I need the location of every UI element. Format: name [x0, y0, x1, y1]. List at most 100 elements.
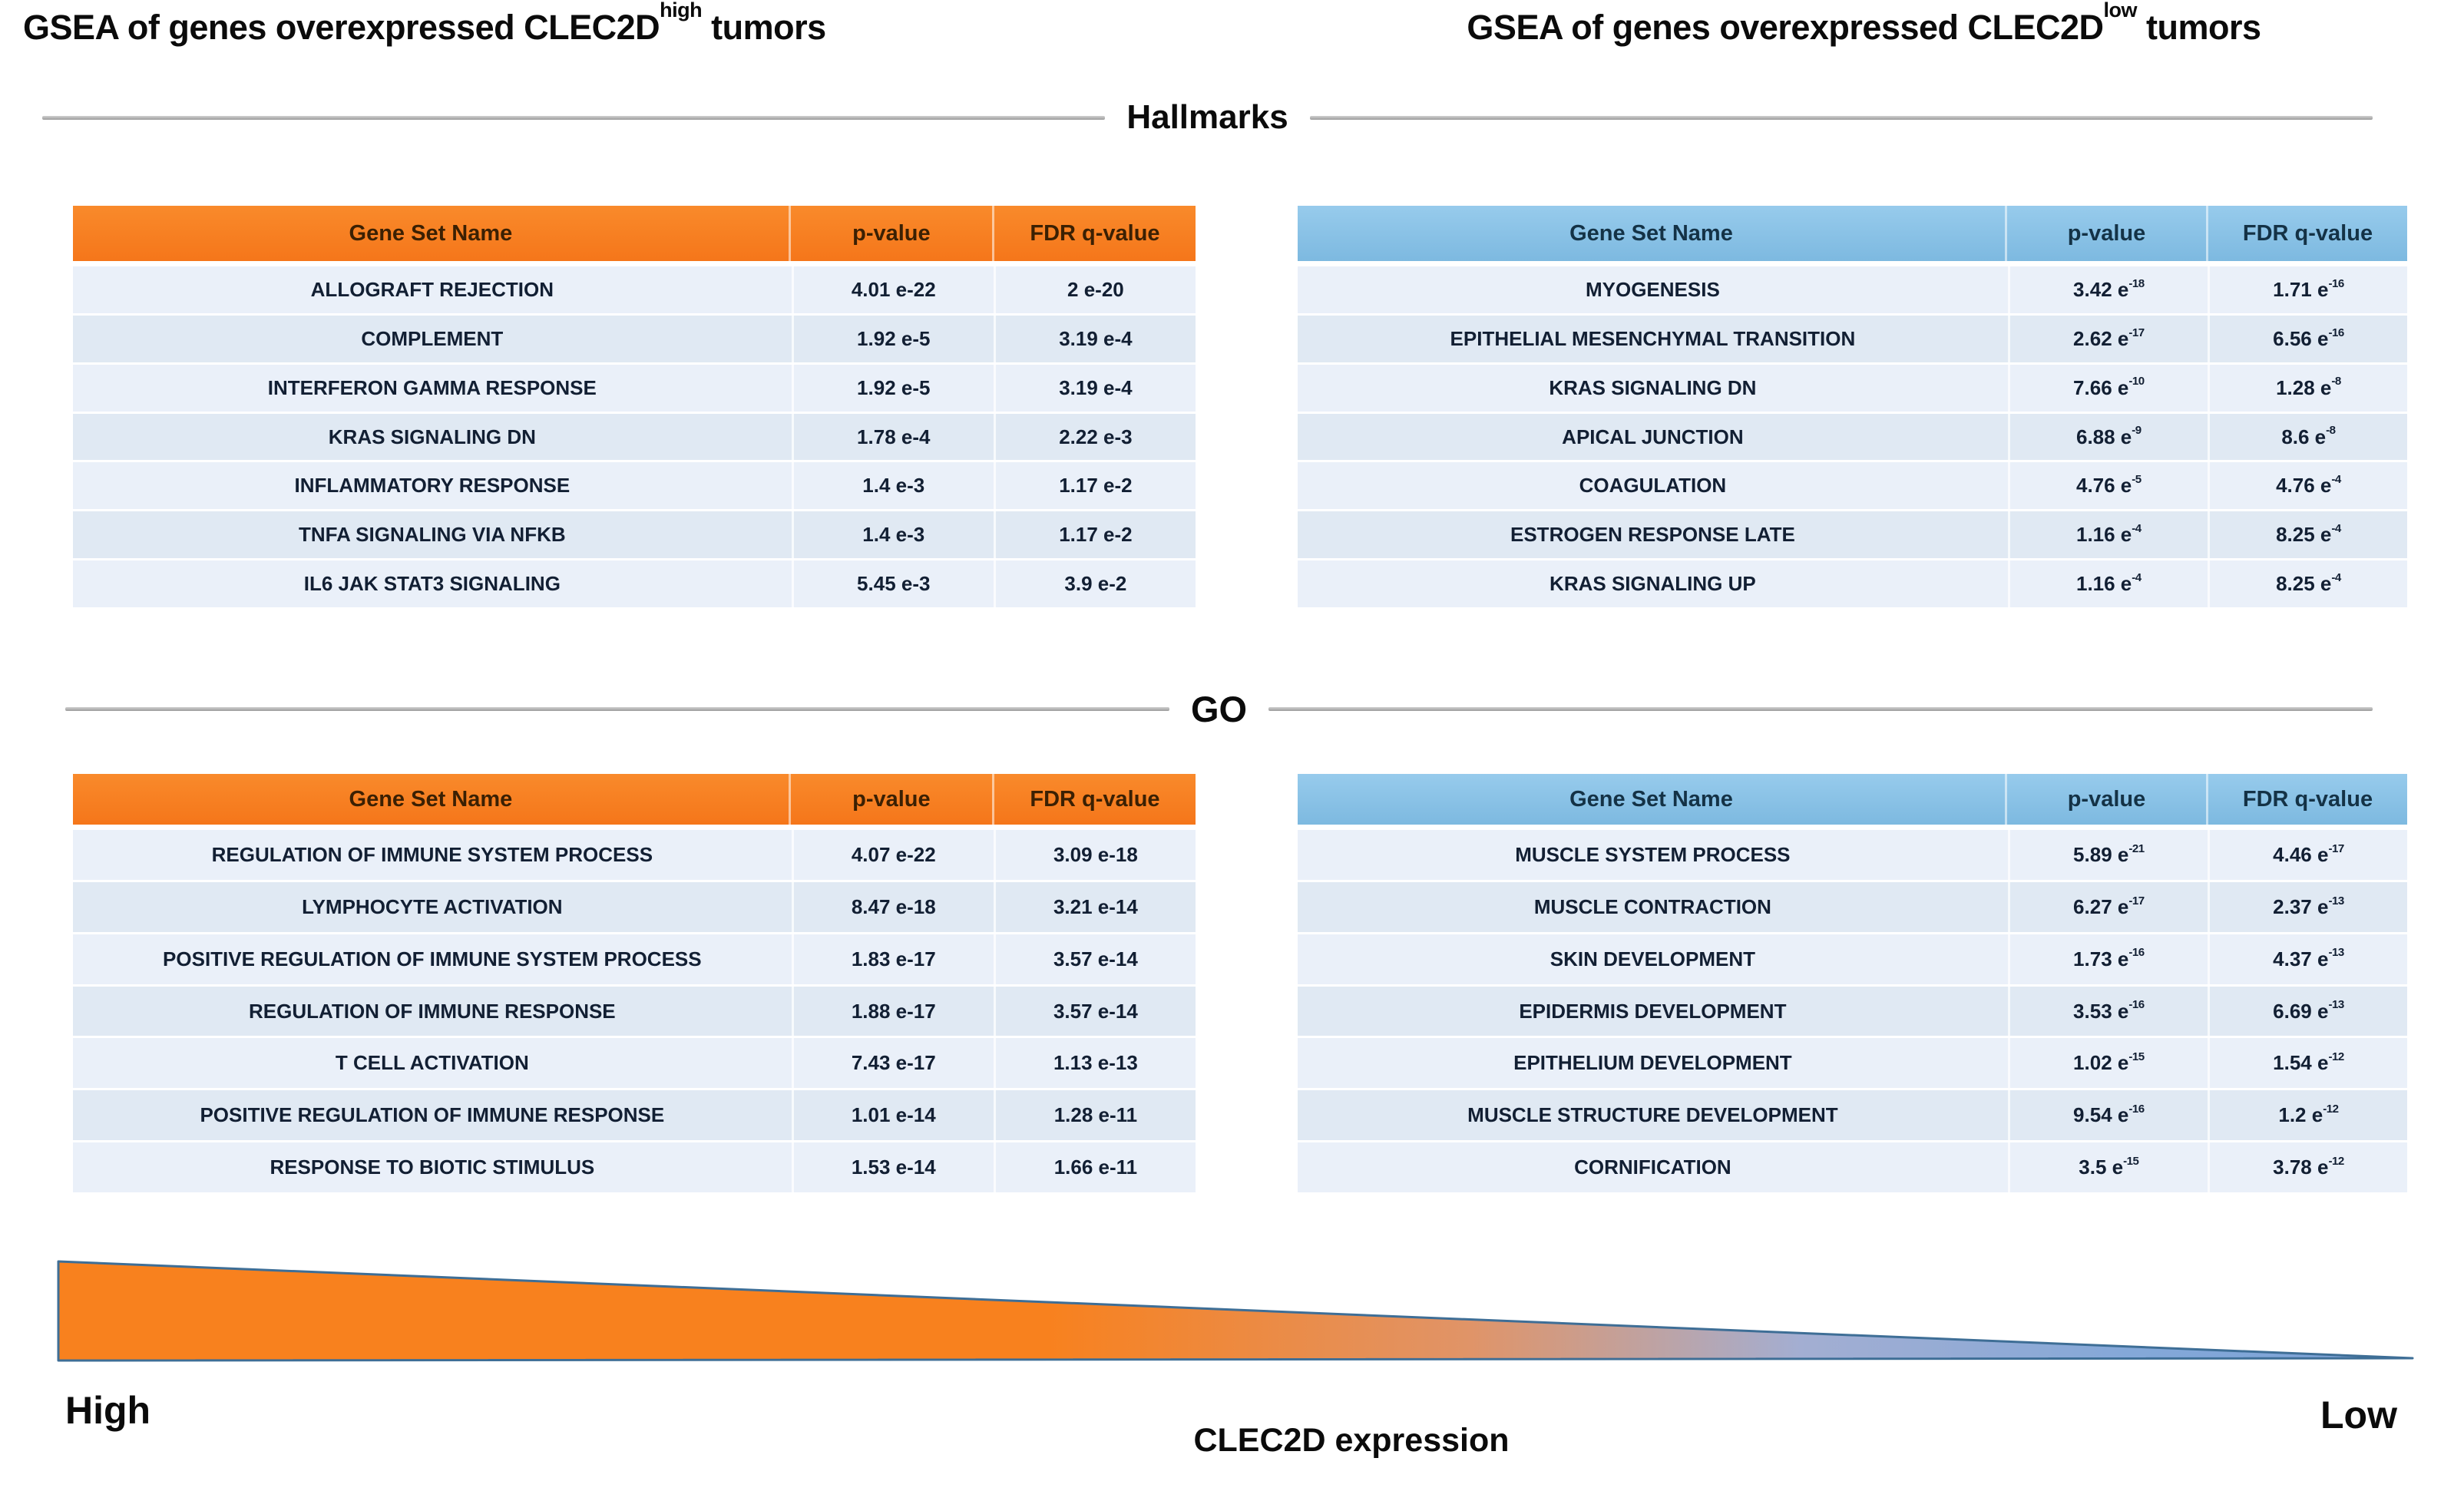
gene-set-name-cell: TNFA SIGNALING VIA NFKB: [299, 523, 566, 547]
fdr-q-value-cell: 1.17 e-2: [993, 511, 1196, 559]
table-row: EPIDERMIS DEVELOPMENT 3.53 e -16 6.69 e -13: [1298, 984, 2407, 1036]
table-row: CORNIFICATION 3.5 e -15 3.78 e -12: [1298, 1140, 2407, 1193]
table-row: POSITIVE REGULATION OF IMMUNE SYSTEM PRO…: [73, 931, 1196, 984]
table-row: KRAS SIGNALING DN 1.78 e-4 2.22 e-3: [73, 411, 1196, 461]
fdr-q-value-cell: 2 e-20: [993, 266, 1196, 313]
column-header-p-value: p-value: [788, 774, 992, 825]
gene-set-name-cell: KRAS SIGNALING DN: [1549, 375, 1757, 399]
table-row: T CELL ACTIVATION 7.43 e-17 1.13 e-13: [73, 1036, 1196, 1089]
table-go-clec2d-low: Gene Set Name p-value FDR q-value MUSCLE…: [1298, 774, 2407, 1193]
gradient-triangle: [57, 1260, 2414, 1362]
p-value-cell: 6.27 e -17: [2007, 881, 2208, 932]
fdr-q-value-cell: 3.21 e-14: [993, 881, 1196, 932]
table-row: TNFA SIGNALING VIA NFKB 1.4 e-3 1.17 e-2: [73, 509, 1196, 559]
gene-set-name-cell: KRAS SIGNALING DN: [328, 425, 536, 448]
expression-gradient-wedge: [57, 1260, 2414, 1362]
column-header-fdr-q-value: FDR q-value: [991, 206, 1196, 261]
fdr-q-value-cell: 6.69 e -13: [2207, 986, 2407, 1036]
column-header-p-value: p-value: [788, 206, 992, 261]
exponent-superscript: -16: [2128, 946, 2145, 960]
exponent-superscript: -8: [2331, 375, 2341, 388]
exponent-superscript: -4: [2331, 570, 2341, 584]
exponent-superscript: -8: [2326, 424, 2336, 438]
table-row: MUSCLE CONTRACTION 6.27 e -17 2.37 e -13: [1298, 879, 2407, 932]
section-label-hallmarks: Hallmarks: [1126, 98, 1288, 136]
exponent-superscript: -15: [2123, 1154, 2139, 1168]
gene-set-name-cell: REGULATION OF IMMUNE RESPONSE: [249, 999, 616, 1023]
p-value-cell: 3.53 e -16: [2007, 986, 2208, 1036]
gene-set-name-cell: COMPLEMENT: [361, 326, 504, 350]
table-row: POSITIVE REGULATION OF IMMUNE RESPONSE 1.…: [73, 1088, 1196, 1141]
fdr-q-value-cell: 8.25 e -4: [2207, 560, 2407, 608]
column-header-gene-set-name: Gene Set Name: [349, 786, 513, 812]
section-divider-go: GO: [65, 688, 2373, 730]
gene-set-name-cell: INFLAMMATORY RESPONSE: [294, 474, 571, 498]
exponent-superscript: -13: [2328, 998, 2344, 1012]
p-value-cell: 1.92 e-5: [791, 315, 994, 362]
exponent-superscript: -16: [2128, 998, 2145, 1012]
exponent-superscript: -16: [2328, 326, 2344, 339]
exponent-superscript: -12: [2323, 1102, 2339, 1116]
table-row: MUSCLE SYSTEM PROCESS 5.89 e -21 4.46 e -17: [1298, 828, 2407, 880]
exponent-superscript: -12: [2328, 1154, 2344, 1168]
column-header-p-value: p-value: [2004, 774, 2206, 825]
exponent-superscript: -17: [2128, 326, 2145, 339]
fdr-q-value-cell: 1.13 e-13: [993, 1038, 1196, 1089]
table-row: MUSCLE STRUCTURE DEVELOPMENT 9.54 e -16 1.2…: [1298, 1088, 2407, 1141]
p-value-cell: 9.54 e -16: [2007, 1090, 2208, 1141]
fdr-q-value-cell: 3.9 e-2: [993, 560, 1196, 608]
p-value-cell: 3.5 e -15: [2007, 1142, 2208, 1193]
table-row: EPITHELIAL MESENCHYMAL TRANSITION 2.62 e-…: [1298, 312, 2407, 362]
table-row: MYOGENESIS 3.42 e -18 1.71 e -16: [1298, 264, 2407, 313]
table-row: RESPONSE TO BIOTIC STIMULUS 1.53 e-14 1.66…: [73, 1140, 1196, 1193]
p-value-cell: 1.92 e-5: [791, 364, 994, 412]
gene-set-name-cell: ESTROGEN RESPONSE LATE: [1510, 523, 1795, 547]
gene-set-name-cell: MYOGENESIS: [1585, 277, 1720, 301]
title-superscript-low: low: [2103, 0, 2138, 21]
gene-set-name-cell: POSITIVE REGULATION OF IMMUNE RESPONSE: [200, 1103, 665, 1127]
title-clec2d-low: GSEA of genes overexpressed CLEC2Dlow tu…: [1267, 0, 2461, 48]
p-value-cell: 1.83 e-17: [791, 934, 994, 984]
fdr-q-value-cell: 3.09 e-18: [993, 830, 1196, 880]
fdr-q-value-cell: 4.76 e -4: [2207, 462, 2407, 510]
divider-line: [65, 707, 1169, 711]
table-body: ALLOGRAFT REJECTION 4.01 e-22 2 e-20 COMPLE…: [73, 264, 1196, 608]
table-row: COMPLEMENT 1.92 e-5 3.19 e-4: [73, 312, 1196, 362]
gene-set-name-cell: SKIN DEVELOPMENT: [1550, 947, 1756, 970]
exponent-superscript: -9: [2132, 424, 2142, 438]
exponent-superscript: -12: [2328, 1050, 2344, 1064]
gene-set-name-cell: INTERFERON GAMMA RESPONSE: [267, 375, 597, 399]
p-value-cell: 1.16 e -4: [2007, 511, 2208, 559]
fdr-q-value-cell: 4.46 e -17: [2207, 830, 2407, 880]
gene-set-name-cell: REGULATION OF IMMUNE SYSTEM PROCESS: [211, 842, 653, 866]
p-value-cell: 4.76 e -5: [2007, 462, 2208, 510]
p-value-cell: 1.88 e-17: [791, 986, 994, 1036]
table-row: REGULATION OF IMMUNE SYSTEM PROCESS 4.07 …: [73, 828, 1196, 880]
table-row: INFLAMMATORY RESPONSE 1.4 e-3 1.17 e-2: [73, 460, 1196, 510]
fdr-q-value-cell: 1.28 e -8: [2207, 364, 2407, 412]
table-row: REGULATION OF IMMUNE RESPONSE 1.88 e-17 3.…: [73, 984, 1196, 1036]
p-value-cell: 7.66 e -10: [2007, 364, 2208, 412]
title-text: GSEA of genes overexpressed CLEC2D: [23, 8, 660, 47]
divider-line: [1268, 707, 2373, 711]
column-header-gene-set-name: Gene Set Name: [1569, 220, 1733, 246]
fdr-q-value-cell: 3.19 e-4: [993, 364, 1196, 412]
gene-set-name-cell: MUSCLE STRUCTURE DEVELOPMENT: [1467, 1103, 1838, 1127]
table-row: ALLOGRAFT REJECTION 4.01 e-22 2 e-20: [73, 264, 1196, 313]
p-value-cell: 3.42 e -18: [2007, 266, 2208, 313]
table-body: MYOGENESIS 3.42 e -18 1.71 e -16 EPITHELIAL M…: [1298, 264, 2407, 608]
title-suffix: tumors: [702, 8, 826, 47]
high-expression-label: High: [65, 1389, 151, 1432]
table-header-row: Gene Set Name p-value FDR q-value: [1298, 206, 2407, 264]
exponent-superscript: -13: [2328, 894, 2344, 908]
table-row: APICAL JUNCTION 6.88 e -9 8.6 e -8: [1298, 411, 2407, 461]
fdr-q-value-cell: 6.56 e -16: [2207, 315, 2407, 362]
gene-set-name-cell: RESPONSE TO BIOTIC STIMULUS: [270, 1156, 595, 1179]
table-row: ESTROGEN RESPONSE LATE 1.16 e -4 8.25 e -4: [1298, 509, 2407, 559]
fdr-q-value-cell: 8.6 e -8: [2207, 413, 2407, 461]
exponent-superscript: -4: [2331, 473, 2341, 487]
clec2d-expression-axis-label: CLEC2D expression: [1193, 1422, 1510, 1459]
column-header-fdr-q-value: FDR q-value: [2205, 206, 2407, 261]
exponent-superscript: -4: [2331, 521, 2341, 535]
